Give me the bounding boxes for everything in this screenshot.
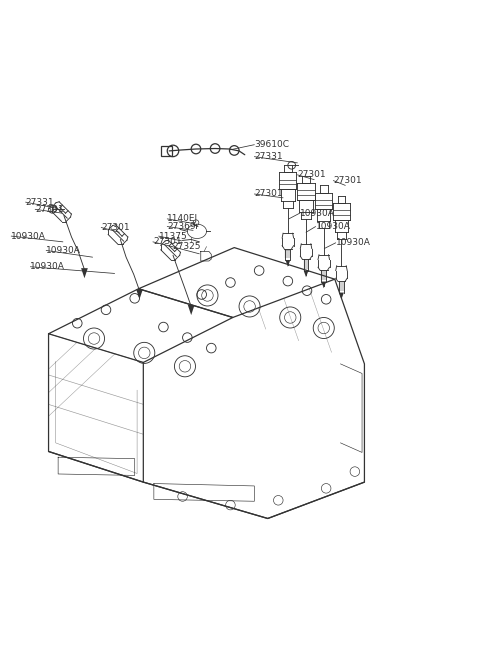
Polygon shape (286, 260, 290, 267)
Text: 39610C: 39610C (254, 140, 289, 149)
Polygon shape (188, 305, 194, 315)
Text: 1140EJ: 1140EJ (167, 215, 198, 224)
Polygon shape (304, 270, 309, 277)
Polygon shape (322, 281, 326, 288)
Text: 10930A: 10930A (300, 209, 335, 218)
Text: 11375: 11375 (158, 232, 187, 241)
Polygon shape (339, 293, 344, 299)
Text: 10930A: 10930A (11, 232, 46, 241)
Polygon shape (136, 289, 143, 299)
Text: 27331: 27331 (254, 152, 283, 161)
Text: 10930A: 10930A (336, 238, 371, 247)
Text: 27301: 27301 (101, 223, 130, 232)
Text: 27301: 27301 (254, 190, 283, 199)
Text: 10930A: 10930A (316, 222, 350, 231)
Text: 27301: 27301 (153, 237, 181, 247)
Text: 27301: 27301 (333, 176, 362, 185)
Text: 27331: 27331 (25, 197, 54, 207)
Text: 27325: 27325 (172, 242, 201, 251)
Text: 27369: 27369 (167, 222, 196, 231)
Text: 10930A: 10930A (30, 262, 65, 271)
Text: 27301: 27301 (35, 205, 64, 214)
Polygon shape (81, 268, 88, 278)
Text: 27301: 27301 (298, 171, 326, 179)
Text: 10930A: 10930A (46, 246, 81, 255)
